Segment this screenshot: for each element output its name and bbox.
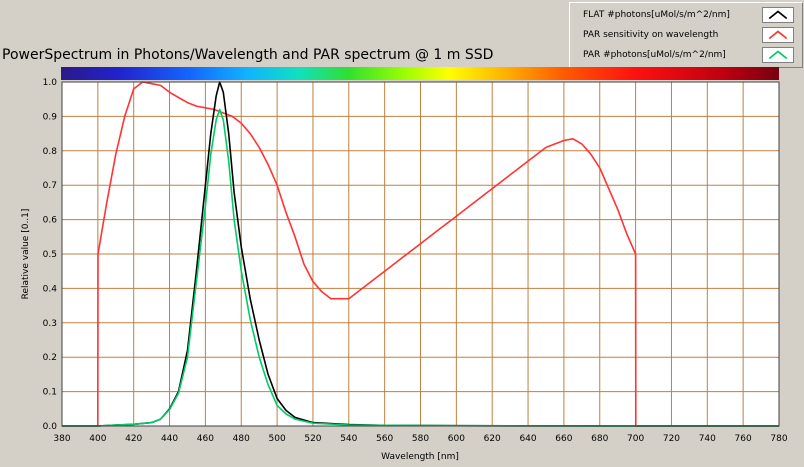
- x-tick-label: 380: [53, 434, 70, 444]
- y-tick-label: 0.2: [43, 353, 57, 363]
- y-tick-label: 0.4: [43, 284, 58, 294]
- y-tick-label: 0.6: [43, 216, 58, 226]
- x-tick-label: 740: [699, 434, 716, 444]
- legend-label-par-sensitivity: PAR sensitivity on wavelength: [583, 30, 719, 40]
- legend-item-par-sensitivity[interactable]: PAR sensitivity on wavelength: [570, 25, 802, 45]
- y-ticks: 0.0 0.1 0.2 0.3 0.4 0.5 0.6 0.7 0.8 0.9 1.0: [43, 78, 58, 432]
- legend: FLAT #photons[uMol/s/m^2/nm] PAR sensiti…: [569, 2, 803, 68]
- series-line-par-sensitivity: [62, 81, 779, 427]
- y-tick-label: 0.7: [43, 181, 57, 191]
- x-tick-label: 680: [591, 434, 608, 444]
- x-tick-label: 760: [735, 434, 752, 444]
- chart-title: PowerSpectrum in Photons/Wavelength and …: [2, 47, 494, 63]
- y-tick-label: 0.5: [43, 250, 57, 260]
- y-tick-label: 0.8: [43, 147, 58, 157]
- y-tick-label: 1.0: [43, 78, 58, 88]
- x-tick-label: 640: [519, 434, 536, 444]
- x-tick-label: 720: [663, 434, 680, 444]
- y-tick-label: 0.9: [43, 112, 58, 122]
- x-tick-label: 660: [555, 434, 572, 444]
- x-tick-label: 520: [304, 434, 321, 444]
- legend-swatch-flat: [762, 7, 794, 23]
- plot-frame: [61, 81, 780, 427]
- x-tick-label: 400: [89, 434, 106, 444]
- x-tick-label: 780: [770, 434, 787, 444]
- y-axis-label: Relative value [0..1]: [21, 209, 31, 300]
- y-tick-label: 0.3: [43, 319, 57, 329]
- x-tick-label: 500: [269, 434, 286, 444]
- legend-swatch-par-photons: [762, 47, 794, 63]
- legend-item-flat[interactable]: FLAT #photons[uMol/s/m^2/nm]: [570, 5, 802, 25]
- x-tick-label: 580: [412, 434, 429, 444]
- grid: [61, 81, 780, 427]
- series-line-par-photons: [62, 108, 779, 427]
- x-tick-label: 560: [376, 434, 393, 444]
- legend-item-par-photons[interactable]: PAR #photons[uMol/s/m^2/nm]: [570, 45, 802, 65]
- spectrum-bar: [61, 67, 779, 80]
- series-layer: [62, 81, 779, 427]
- x-tick-label: 600: [448, 434, 465, 444]
- y-tick-label: 0.1: [43, 388, 57, 398]
- legend-swatch-par-sensitivity: [762, 27, 794, 43]
- legend-label-par-photons: PAR #photons[uMol/s/m^2/nm]: [583, 50, 726, 60]
- x-tick-label: 620: [484, 434, 501, 444]
- legend-label-flat: FLAT #photons[uMol/s/m^2/nm]: [583, 10, 730, 20]
- y-tick-label: 0.0: [43, 422, 58, 432]
- x-tick-label: 480: [233, 434, 250, 444]
- x-axis-label: Wavelength [nm]: [381, 452, 459, 462]
- x-tick-label: 540: [340, 434, 357, 444]
- x-tick-label: 440: [161, 434, 178, 444]
- x-tick-label: 460: [197, 434, 214, 444]
- x-ticks: 380 400 420 440 460 480 500 520 540 560 580 600 620 6…: [53, 434, 787, 444]
- x-tick-label: 420: [125, 434, 142, 444]
- x-tick-label: 700: [627, 434, 644, 444]
